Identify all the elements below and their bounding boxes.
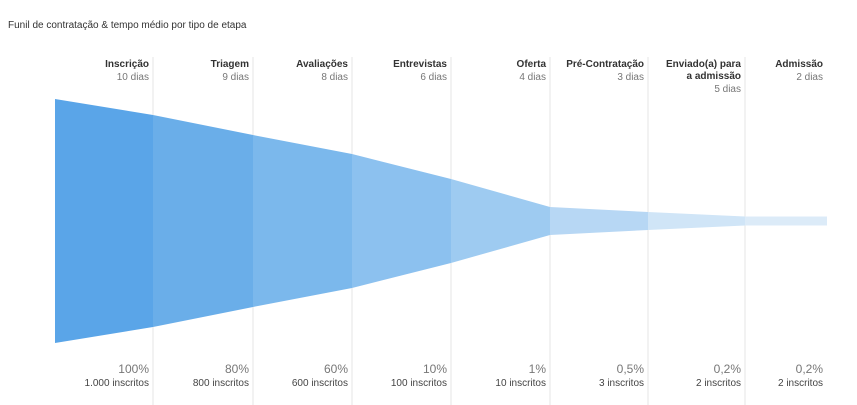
stage-days: 3 dias (617, 72, 644, 83)
stage-percent: 0,2% (714, 362, 742, 376)
stage-count: 2 inscritos (696, 378, 741, 389)
stage-count: 2 inscritos (778, 378, 823, 389)
stage-percent: 60% (324, 362, 348, 376)
stage-name: Enviado(a) para (666, 59, 741, 70)
funnel-segment-2 (153, 115, 253, 327)
funnel-segment-6 (550, 207, 648, 235)
stage-percent: 1% (529, 362, 547, 376)
stage-count: 10 inscritos (495, 378, 546, 389)
stage-name: Inscrição (105, 59, 149, 70)
stage-days: 2 dias (796, 72, 823, 83)
stage-percent: 100% (118, 362, 149, 376)
stage-days: 9 dias (222, 72, 249, 83)
funnel-segment-1 (55, 99, 153, 343)
stage-days: 6 dias (420, 72, 447, 83)
funnel-segment-8 (745, 216, 827, 226)
stage-percent: 10% (423, 362, 447, 376)
stage-name: Admissão (775, 59, 823, 70)
stage-days: 8 dias (321, 72, 348, 83)
stage-percent: 0,5% (617, 362, 645, 376)
stage-percent: 0,2% (796, 362, 824, 376)
stage-name: a admissão (687, 71, 741, 82)
funnel-segment-7 (648, 212, 745, 230)
stage-count: 800 inscritos (193, 378, 249, 389)
funnel-segment-4 (352, 154, 451, 288)
funnel-segment-3 (253, 135, 352, 307)
stage-days: 10 dias (117, 72, 149, 83)
stage-percent: 80% (225, 362, 249, 376)
stage-days: 5 dias (714, 84, 741, 95)
stage-name: Triagem (211, 59, 249, 70)
stage-count: 3 inscritos (599, 378, 644, 389)
stage-name: Pré-Contratação (566, 59, 644, 70)
stage-name: Entrevistas (393, 59, 447, 70)
stage-days: 4 dias (519, 72, 546, 83)
stage-count: 100 inscritos (391, 378, 447, 389)
chart-title: Funil de contratação & tempo médio por t… (8, 20, 247, 31)
stage-count: 1.000 inscritos (85, 378, 149, 389)
funnel-segment-5 (451, 179, 550, 263)
stage-name: Oferta (517, 59, 547, 70)
stage-name: Avaliações (296, 59, 348, 70)
stage-count: 600 inscritos (292, 378, 348, 389)
